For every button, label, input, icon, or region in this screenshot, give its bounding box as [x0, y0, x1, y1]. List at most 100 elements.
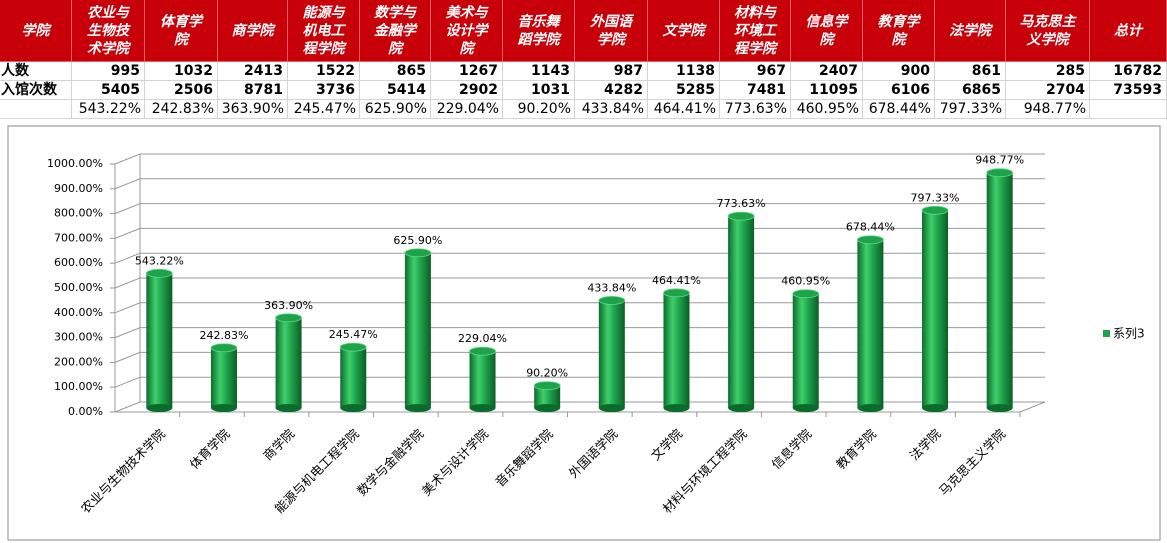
table-cell: 3736	[288, 81, 360, 100]
table-cell: 5405	[72, 81, 145, 100]
table-cell: 90.20%	[503, 100, 575, 119]
bar	[146, 273, 173, 408]
table-cell: 285	[1006, 62, 1090, 81]
bar-top	[921, 205, 949, 215]
table-cell: 7481	[720, 81, 791, 100]
bar-base	[986, 404, 1013, 412]
y-tick-label: 200.00%	[54, 355, 103, 368]
y-tick-label: 600.00%	[54, 256, 103, 269]
data-label: 242.83%	[199, 329, 248, 342]
table-cell: 1267	[431, 62, 503, 81]
table-cell: 6865	[935, 81, 1006, 100]
table-cell: 1522	[288, 62, 360, 81]
header-cell: 商学院	[218, 0, 288, 62]
table-cell: 1138	[648, 62, 720, 81]
legend-swatch	[1103, 330, 1110, 337]
data-label: 625.90%	[393, 234, 442, 247]
data-label: 245.47%	[329, 328, 378, 341]
table-cell: 900	[863, 62, 935, 81]
bar-base	[857, 404, 884, 412]
y-tick-label: 900.00%	[54, 182, 103, 195]
table-cell: 5414	[360, 81, 431, 100]
y-tick-label: 100.00%	[54, 380, 103, 393]
bar	[469, 351, 496, 408]
header-cell: 农业与生物技术学院	[72, 0, 145, 62]
bar-top	[727, 211, 755, 221]
header-cell: 体育学院	[145, 0, 218, 62]
row-label	[0, 100, 72, 119]
bar	[210, 347, 237, 408]
bar-base	[469, 404, 496, 412]
y-tick-label: 800.00%	[54, 207, 103, 220]
bar-top	[533, 381, 561, 391]
bar-top	[275, 313, 303, 323]
table-cell: 995	[72, 62, 145, 81]
bar-top	[598, 296, 626, 305]
table-cell: 2407	[791, 62, 863, 81]
data-label: 797.33%	[911, 191, 960, 204]
table-cell: 11095	[791, 81, 863, 100]
table-cell: 2506	[145, 81, 218, 100]
bar-base	[146, 404, 173, 412]
bar-base	[728, 404, 755, 412]
data-label: 678.44%	[846, 221, 895, 234]
row-label: 入馆次数	[0, 81, 72, 100]
table-cell: 865	[360, 62, 431, 81]
data-label: 363.90%	[264, 299, 313, 312]
header-cell: 马克思主义学院	[1006, 0, 1090, 62]
table-cell: 229.04%	[431, 100, 503, 119]
header-cell: 信息学院	[791, 0, 863, 62]
bar-base	[275, 404, 302, 412]
y-tick-label: 1000.00%	[47, 157, 103, 170]
header-cell: 音乐舞蹈学院	[503, 0, 575, 62]
table-cell: 1143	[503, 62, 575, 81]
table-cell: 797.33%	[935, 100, 1006, 119]
bar	[534, 385, 561, 408]
table-cell: 6106	[863, 81, 935, 100]
bar	[986, 172, 1013, 408]
bar	[340, 347, 367, 408]
bar-base	[404, 404, 431, 412]
bar-base	[598, 404, 625, 412]
table-cell: 460.95%	[791, 100, 863, 119]
bar-base	[534, 404, 561, 412]
header-cell: 文学院	[648, 0, 720, 62]
y-tick-label: 700.00%	[54, 231, 103, 244]
chart-area	[7, 125, 1161, 541]
bar	[728, 216, 755, 408]
y-tick-label: 300.00%	[54, 331, 103, 344]
table-cell: 678.44%	[863, 100, 935, 119]
table-cell: 2413	[218, 62, 288, 81]
table-cell: 4282	[575, 81, 648, 100]
bar-base	[210, 404, 237, 412]
bar-base	[340, 404, 367, 412]
table-cell: 433.84%	[575, 100, 648, 119]
bar	[792, 293, 819, 408]
data-label: 460.95%	[781, 275, 830, 288]
bar-top	[469, 346, 496, 356]
table-cell: 242.83%	[145, 100, 218, 119]
table-cell: 8781	[218, 81, 288, 100]
header-cell: 能源与机电工程学院	[288, 0, 360, 62]
table-cell: 2704	[1006, 81, 1090, 100]
data-label: 464.41%	[652, 274, 701, 287]
table-cell: 967	[720, 62, 791, 81]
table-cell: 948.77%	[1006, 100, 1090, 119]
header-cell: 法学院	[935, 0, 1006, 62]
bar-top	[145, 268, 173, 278]
bar	[598, 300, 625, 408]
bar-top	[404, 248, 432, 258]
row-label: 人数	[0, 62, 72, 81]
data-label: 433.84%	[587, 281, 636, 294]
table-cell: 543.22%	[72, 100, 145, 119]
table-cell: 464.41%	[648, 100, 720, 119]
bar	[275, 317, 302, 408]
y-tick-label: 0.00%	[68, 405, 103, 418]
data-label: 773.63%	[717, 197, 766, 210]
data-label: 90.20%	[526, 367, 568, 380]
table-cell: 987	[575, 62, 648, 81]
bar	[404, 252, 431, 408]
bar-top	[856, 235, 884, 245]
